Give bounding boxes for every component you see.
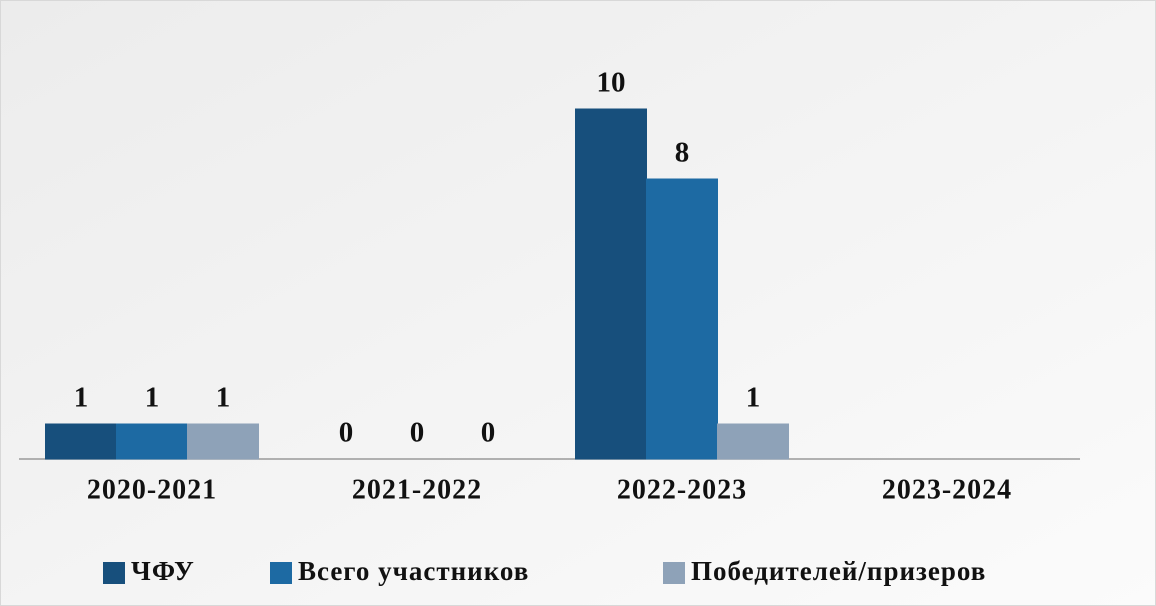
- x-tick-label: 2021-2022: [352, 474, 482, 505]
- legend-label: Победителей/призеров: [691, 556, 986, 586]
- value-label: 1: [74, 382, 89, 414]
- legend-label: ЧФУ: [131, 556, 195, 586]
- legend-label: Всего участников: [298, 556, 529, 586]
- value-label: 0: [339, 417, 354, 449]
- value-label: 1: [746, 382, 761, 414]
- legend-swatch: [663, 562, 685, 584]
- x-tick-label: 2020-2021: [87, 474, 217, 505]
- bar: [187, 423, 259, 460]
- legend-swatch: [103, 562, 125, 584]
- value-label: 1: [145, 382, 160, 414]
- bar: [717, 423, 789, 460]
- bar: [575, 108, 647, 460]
- value-label: 0: [410, 417, 425, 449]
- bar: [116, 423, 188, 460]
- value-label: 10: [597, 67, 626, 99]
- value-label: 1: [216, 382, 231, 414]
- value-label: 0: [481, 417, 496, 449]
- bar: [646, 178, 718, 460]
- legend-swatch: [270, 562, 292, 584]
- value-label: 8: [675, 137, 690, 169]
- bar: [45, 423, 117, 460]
- x-tick-label: 2023-2024: [882, 474, 1012, 505]
- x-tick-label: 2022-2023: [617, 474, 747, 505]
